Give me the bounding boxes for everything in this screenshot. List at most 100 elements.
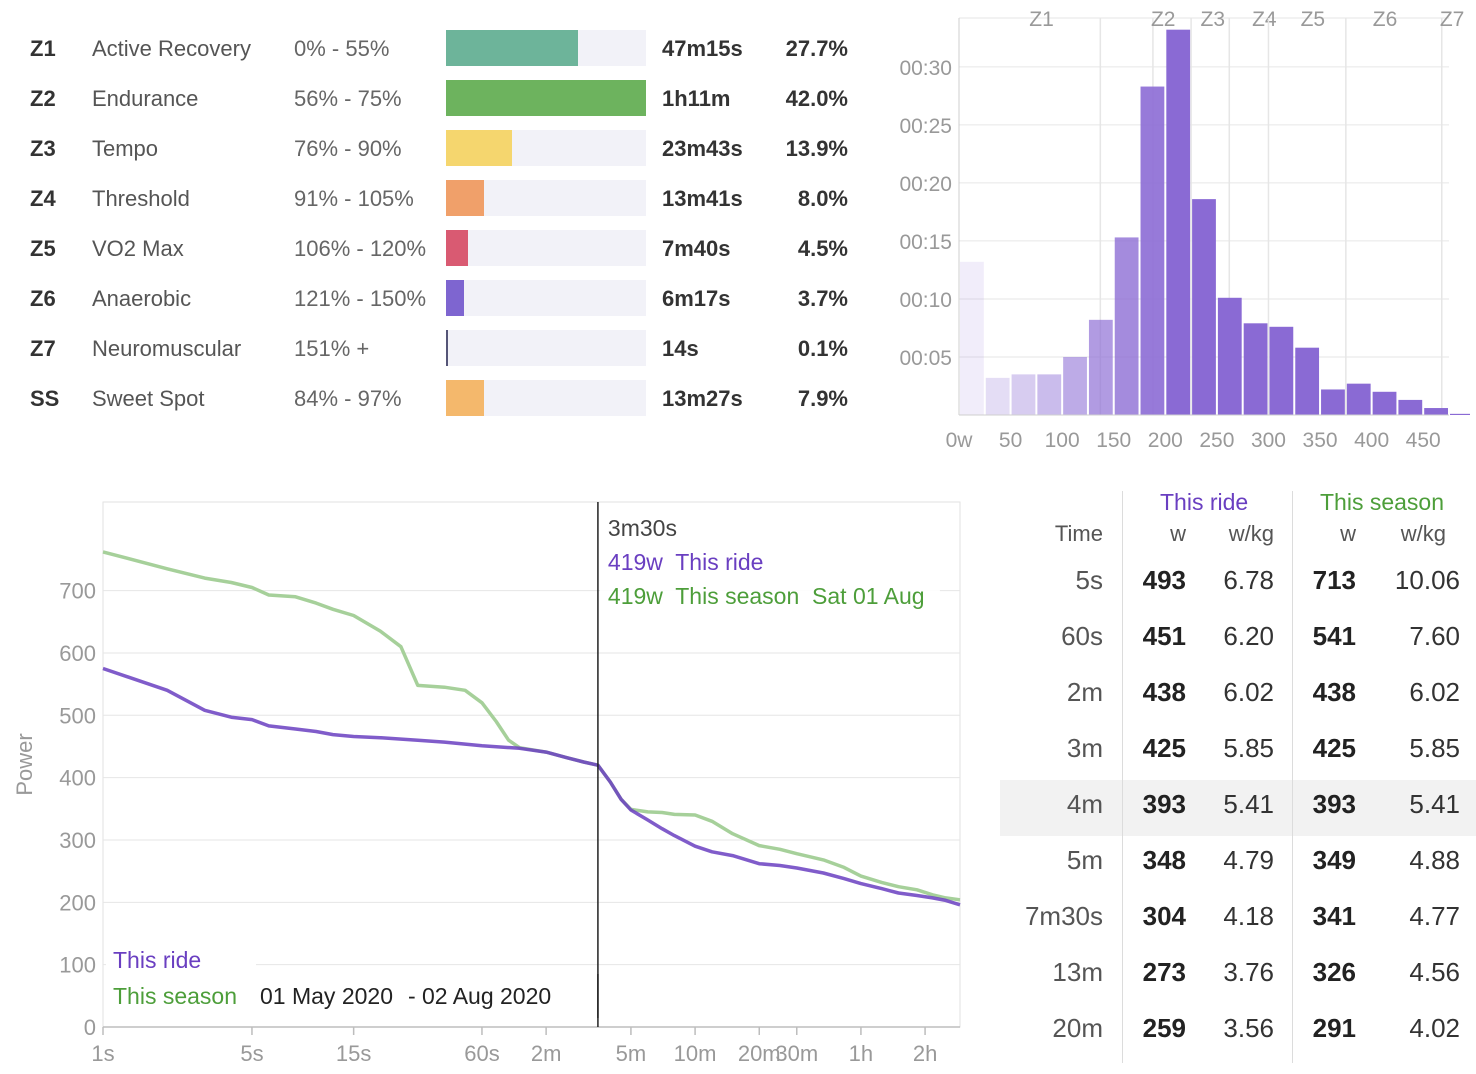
zone-row: Z6 Anaerobic 121% - 150% 6m17s 3.7%: [0, 273, 870, 323]
cursor-season-value: 419w This season Sat 01 Aug: [608, 583, 925, 609]
y-tick-label: 00:15: [899, 231, 952, 254]
zone-marker-label: Z1: [1029, 8, 1054, 31]
season-watts: 541: [1312, 621, 1356, 651]
zone-id: Z7: [30, 336, 56, 361]
power-histogram: 00:05 00:10 00:15 00:20 00:25 00:30 Z1 Z2 Z3 Z4 Z5…: [899, 8, 1470, 452]
zone-time: 6m17s: [662, 286, 731, 311]
y-tick-label: 00:30: [899, 57, 952, 80]
y-tick-label: 100: [59, 953, 96, 978]
y-tick-label: 0: [84, 1015, 96, 1040]
zone-name: Endurance: [92, 86, 199, 111]
zone-range: 106% - 120%: [294, 236, 427, 261]
histogram-bar: [1321, 389, 1345, 415]
season-wkg: 4.77: [1409, 901, 1460, 931]
zone-id: SS: [30, 386, 60, 411]
histogram-bar: [1088, 319, 1113, 415]
ride-watts: 493: [1142, 565, 1186, 595]
zone-bar-track: [446, 30, 646, 66]
column-divider: [1122, 491, 1123, 1063]
y-tick-label: 700: [59, 579, 96, 604]
zone-id: Z1: [30, 36, 56, 61]
zone-name: VO2 Max: [92, 236, 184, 261]
cursor-tooltip-bg: [599, 506, 940, 624]
y-tick-label: 00:20: [899, 173, 952, 196]
cursor-ride-value: 419w This ride: [608, 549, 764, 575]
power-curve-chart[interactable]: 0 100 200 300 400 500 600 700 Power 1s 5s 15s 60s 2m 5…: [0, 490, 990, 1074]
effort-duration: 4m: [1066, 789, 1103, 819]
legend-this-ride[interactable]: This ride: [113, 947, 201, 973]
y-tick-label: 600: [59, 641, 96, 666]
zone-bar-fill: [446, 130, 512, 166]
zone-percent: 3.7%: [797, 286, 848, 311]
zone-bar-fill: [446, 80, 646, 116]
ride-watts: 425: [1142, 733, 1186, 763]
y-tick-label: 200: [59, 890, 96, 915]
zone-bar-fill: [446, 280, 464, 316]
ride-watts-header: w: [1170, 521, 1186, 546]
season-watts: 349: [1312, 845, 1356, 875]
zone-row: SS Sweet Spot 84% - 97% 13m27s 7.9%: [0, 373, 870, 423]
zone-bar-fill: [446, 30, 578, 66]
zone-percent: 7.9%: [797, 386, 848, 411]
histogram-bar: [985, 377, 1010, 415]
ride-wkg: 6.20: [1223, 621, 1274, 651]
zone-time: 47m15s: [662, 36, 743, 61]
y-tick-label: 00:25: [899, 115, 952, 138]
zone-range: 0% - 55%: [294, 36, 390, 61]
ride-wkg: 6.02: [1223, 677, 1274, 707]
zone-row: Z1 Active Recovery 0% - 55% 47m15s 27.7%: [0, 23, 870, 73]
zone-percent: 0.1%: [797, 336, 848, 361]
ride-watts: 438: [1142, 677, 1186, 707]
season-watts: 438: [1312, 677, 1356, 707]
zone-range: 84% - 97%: [294, 386, 402, 411]
x-tick-label: 2m: [531, 1041, 562, 1066]
legend-date-to: 02 Aug 2020: [422, 983, 551, 1009]
zone-percent: 4.5%: [797, 236, 848, 261]
legend-date-from: 01 May 2020: [260, 983, 393, 1009]
zone-bar-track: [446, 280, 646, 316]
ride-wkg: 6.78: [1223, 565, 1274, 595]
effort-duration: 13m: [1052, 957, 1103, 987]
x-tick-label: 350: [1303, 429, 1338, 452]
x-tick-label: 450: [1406, 429, 1441, 452]
zone-bar-track: [446, 380, 646, 416]
ride-wkg: 3.56: [1223, 1013, 1274, 1043]
histogram-bar: [1346, 383, 1371, 415]
zone-marker-label: Z2: [1151, 8, 1176, 31]
zone-time: 14s: [662, 336, 699, 361]
zone-row: Z7 Neuromuscular 151% + 14s 0.1%: [0, 323, 870, 373]
legend-this-season[interactable]: This season: [113, 983, 237, 1009]
zone-bar-track: [446, 230, 646, 266]
zone-bar-track: [446, 180, 646, 216]
x-tick-label: 0w: [946, 429, 974, 452]
season-wkg: 7.60: [1409, 621, 1460, 651]
column-divider: [1292, 491, 1293, 1063]
x-tick-label: 10m: [674, 1041, 717, 1066]
zone-bar-track: [446, 130, 646, 166]
zone-time: 23m43s: [662, 136, 743, 161]
zone-marker-label: Z5: [1301, 8, 1326, 31]
ride-watts: 304: [1142, 901, 1186, 931]
best-efforts-table: This ride This season Time w w/kg w w/kg…: [1000, 485, 1476, 1065]
ride-wkg: 3.76: [1223, 957, 1274, 987]
x-tick-label: 200: [1148, 429, 1183, 452]
x-tick-label: 5m: [616, 1041, 647, 1066]
histogram-bar: [1114, 237, 1139, 415]
histogram-bar: [1450, 413, 1470, 415]
x-tick-label: 30m: [775, 1041, 818, 1066]
zone-time: 13m41s: [662, 186, 743, 211]
effort-duration: 60s: [1061, 621, 1103, 651]
histogram-bar: [1243, 323, 1268, 415]
x-tick-label: 250: [1199, 429, 1234, 452]
zone-bar-fill: [446, 180, 484, 216]
zone-name: Anaerobic: [92, 286, 192, 311]
effort-duration: 2m: [1066, 677, 1103, 707]
y-tick-label: 00:05: [899, 347, 952, 370]
zone-bar-track: [446, 80, 646, 116]
y-axis-title: Power: [12, 733, 37, 795]
x-tick-label: 20m: [738, 1041, 781, 1066]
season-wkg: 4.02: [1409, 1013, 1460, 1043]
zone-range: 91% - 105%: [294, 186, 414, 211]
zone-id: Z6: [30, 286, 56, 311]
histogram-bar: [1424, 408, 1448, 415]
